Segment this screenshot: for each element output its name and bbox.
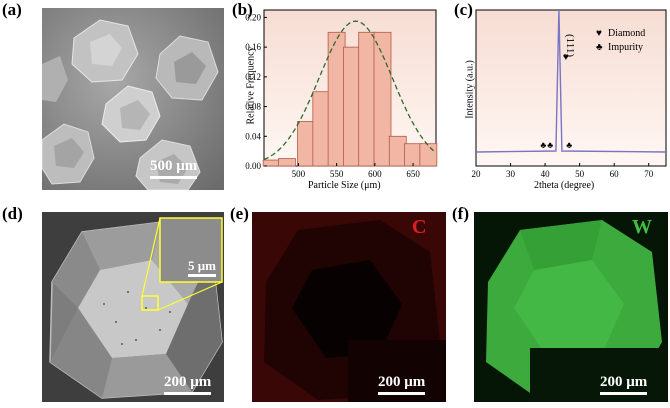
inset-scale-bar-label: 5 μm <box>188 258 216 273</box>
panel-a: (a) 500 <box>0 0 226 200</box>
xrd-pattern-line <box>475 9 667 153</box>
sem-image-crystal: 5 μm 200 μm <box>42 212 224 402</box>
histogram-bar <box>404 143 422 167</box>
histogram-bar <box>343 46 361 167</box>
legend-diamond-label: Diamond <box>608 28 645 39</box>
scale-bar-e-line <box>378 392 426 395</box>
panel-b: (b) Relative Frequency Particle Size (μm… <box>228 0 448 200</box>
scale-bar-f-line <box>600 392 648 395</box>
y-tick-label: 0.08 <box>245 102 261 112</box>
gaussian-fit-line <box>263 20 436 161</box>
peak-label-111: (111) <box>564 34 576 57</box>
plot-area-c <box>475 9 667 167</box>
y-tick-label: 0.12 <box>245 72 261 82</box>
x-tick-label: 550 <box>330 169 344 179</box>
chart-b-xlabel: Particle Size (μm) <box>308 180 381 191</box>
panel-e-label: (e) <box>230 204 249 223</box>
x-tick-label: 500 <box>292 169 306 179</box>
panel-d-label: (d) <box>2 204 23 223</box>
x-tick-label: 70 <box>644 169 654 179</box>
scale-bar-a-label: 500 μm <box>150 158 198 174</box>
histogram-bar <box>312 91 331 167</box>
scale-bar-a-line <box>150 176 198 179</box>
y-tick-label: 0.20 <box>245 12 261 22</box>
chart-c-xlabel: 2theta (degree) <box>534 180 595 191</box>
panel-f-label: (f) <box>452 204 469 223</box>
histogram-bar <box>373 31 392 167</box>
x-tick-label: 40 <box>541 169 551 179</box>
chart-b-svg: 500 550 600 650 0.00 0.04 0.08 0.12 0.16 0.20 <box>245 9 438 179</box>
scale-bar-d-line <box>164 392 212 395</box>
panel-a-label: (a) <box>2 0 22 19</box>
x-tick-label: 600 <box>368 169 382 179</box>
histogram-bar <box>388 135 407 167</box>
legend-impurity-label: Impurity <box>608 42 643 53</box>
sem-image-particles: 500 μm <box>42 8 224 190</box>
scale-bar-d-label: 200 μm <box>164 374 212 390</box>
histogram-bar <box>262 159 281 167</box>
scale-bar-e-label: 200 μm <box>378 374 426 390</box>
panel-b-label: (b) <box>232 0 253 19</box>
eds-map-carbon: C 200 μm <box>252 212 446 402</box>
scale-bar-a: 500 μm <box>150 158 198 179</box>
histogram-bar <box>297 121 315 167</box>
y-tick-label: 0.00 <box>245 161 261 171</box>
element-label-c: C <box>412 216 427 238</box>
carbon-map-illustration <box>252 212 446 402</box>
scale-bar-f: 200 μm <box>600 374 648 395</box>
legend-diamond-symbol: ♥ <box>596 28 602 39</box>
panel-e: (e) C 200 μm <box>226 204 448 408</box>
x-tick-label: 60 <box>610 169 620 179</box>
scale-bar-d: 200 μm <box>164 374 212 395</box>
y-tick-label: 0.04 <box>245 131 261 141</box>
scale-bar-e: 200 μm <box>378 374 426 395</box>
panel-c: (c) Intensity (a.u.) 2theta (degree) (11… <box>450 0 670 200</box>
crystal-illustration <box>42 212 224 402</box>
scale-bar-f-label: 200 μm <box>600 374 648 390</box>
histogram-bar <box>358 31 377 167</box>
panel-d: (d) 5 μm 200 μ <box>0 204 226 408</box>
x-tick-label: 30 <box>506 169 516 179</box>
impurity-marker: ♣ <box>540 140 546 150</box>
panel-c-label: (c) <box>454 0 473 19</box>
inset-scale-bar: 5 μm <box>188 258 216 277</box>
x-tick-label: 650 <box>406 169 420 179</box>
histogram-bar <box>419 143 438 167</box>
element-label-w: W <box>632 216 652 238</box>
x-tick-label: 50 <box>575 169 585 179</box>
y-tick-label: 0.16 <box>245 42 261 52</box>
histogram-bar <box>278 158 296 167</box>
inset-scale-bar-line <box>188 274 216 277</box>
impurity-marker: ♣ <box>566 140 572 150</box>
panel-f: (f) W 200 μm <box>448 204 670 408</box>
diamond-marker: ♥ <box>563 52 569 63</box>
legend-impurity-symbol: ♣ <box>596 42 603 53</box>
tungsten-map-illustration <box>474 212 668 402</box>
impurity-marker: ♣ <box>547 140 553 150</box>
eds-map-tungsten: W 200 μm <box>474 212 668 402</box>
x-tick-label: 20 <box>472 169 482 179</box>
